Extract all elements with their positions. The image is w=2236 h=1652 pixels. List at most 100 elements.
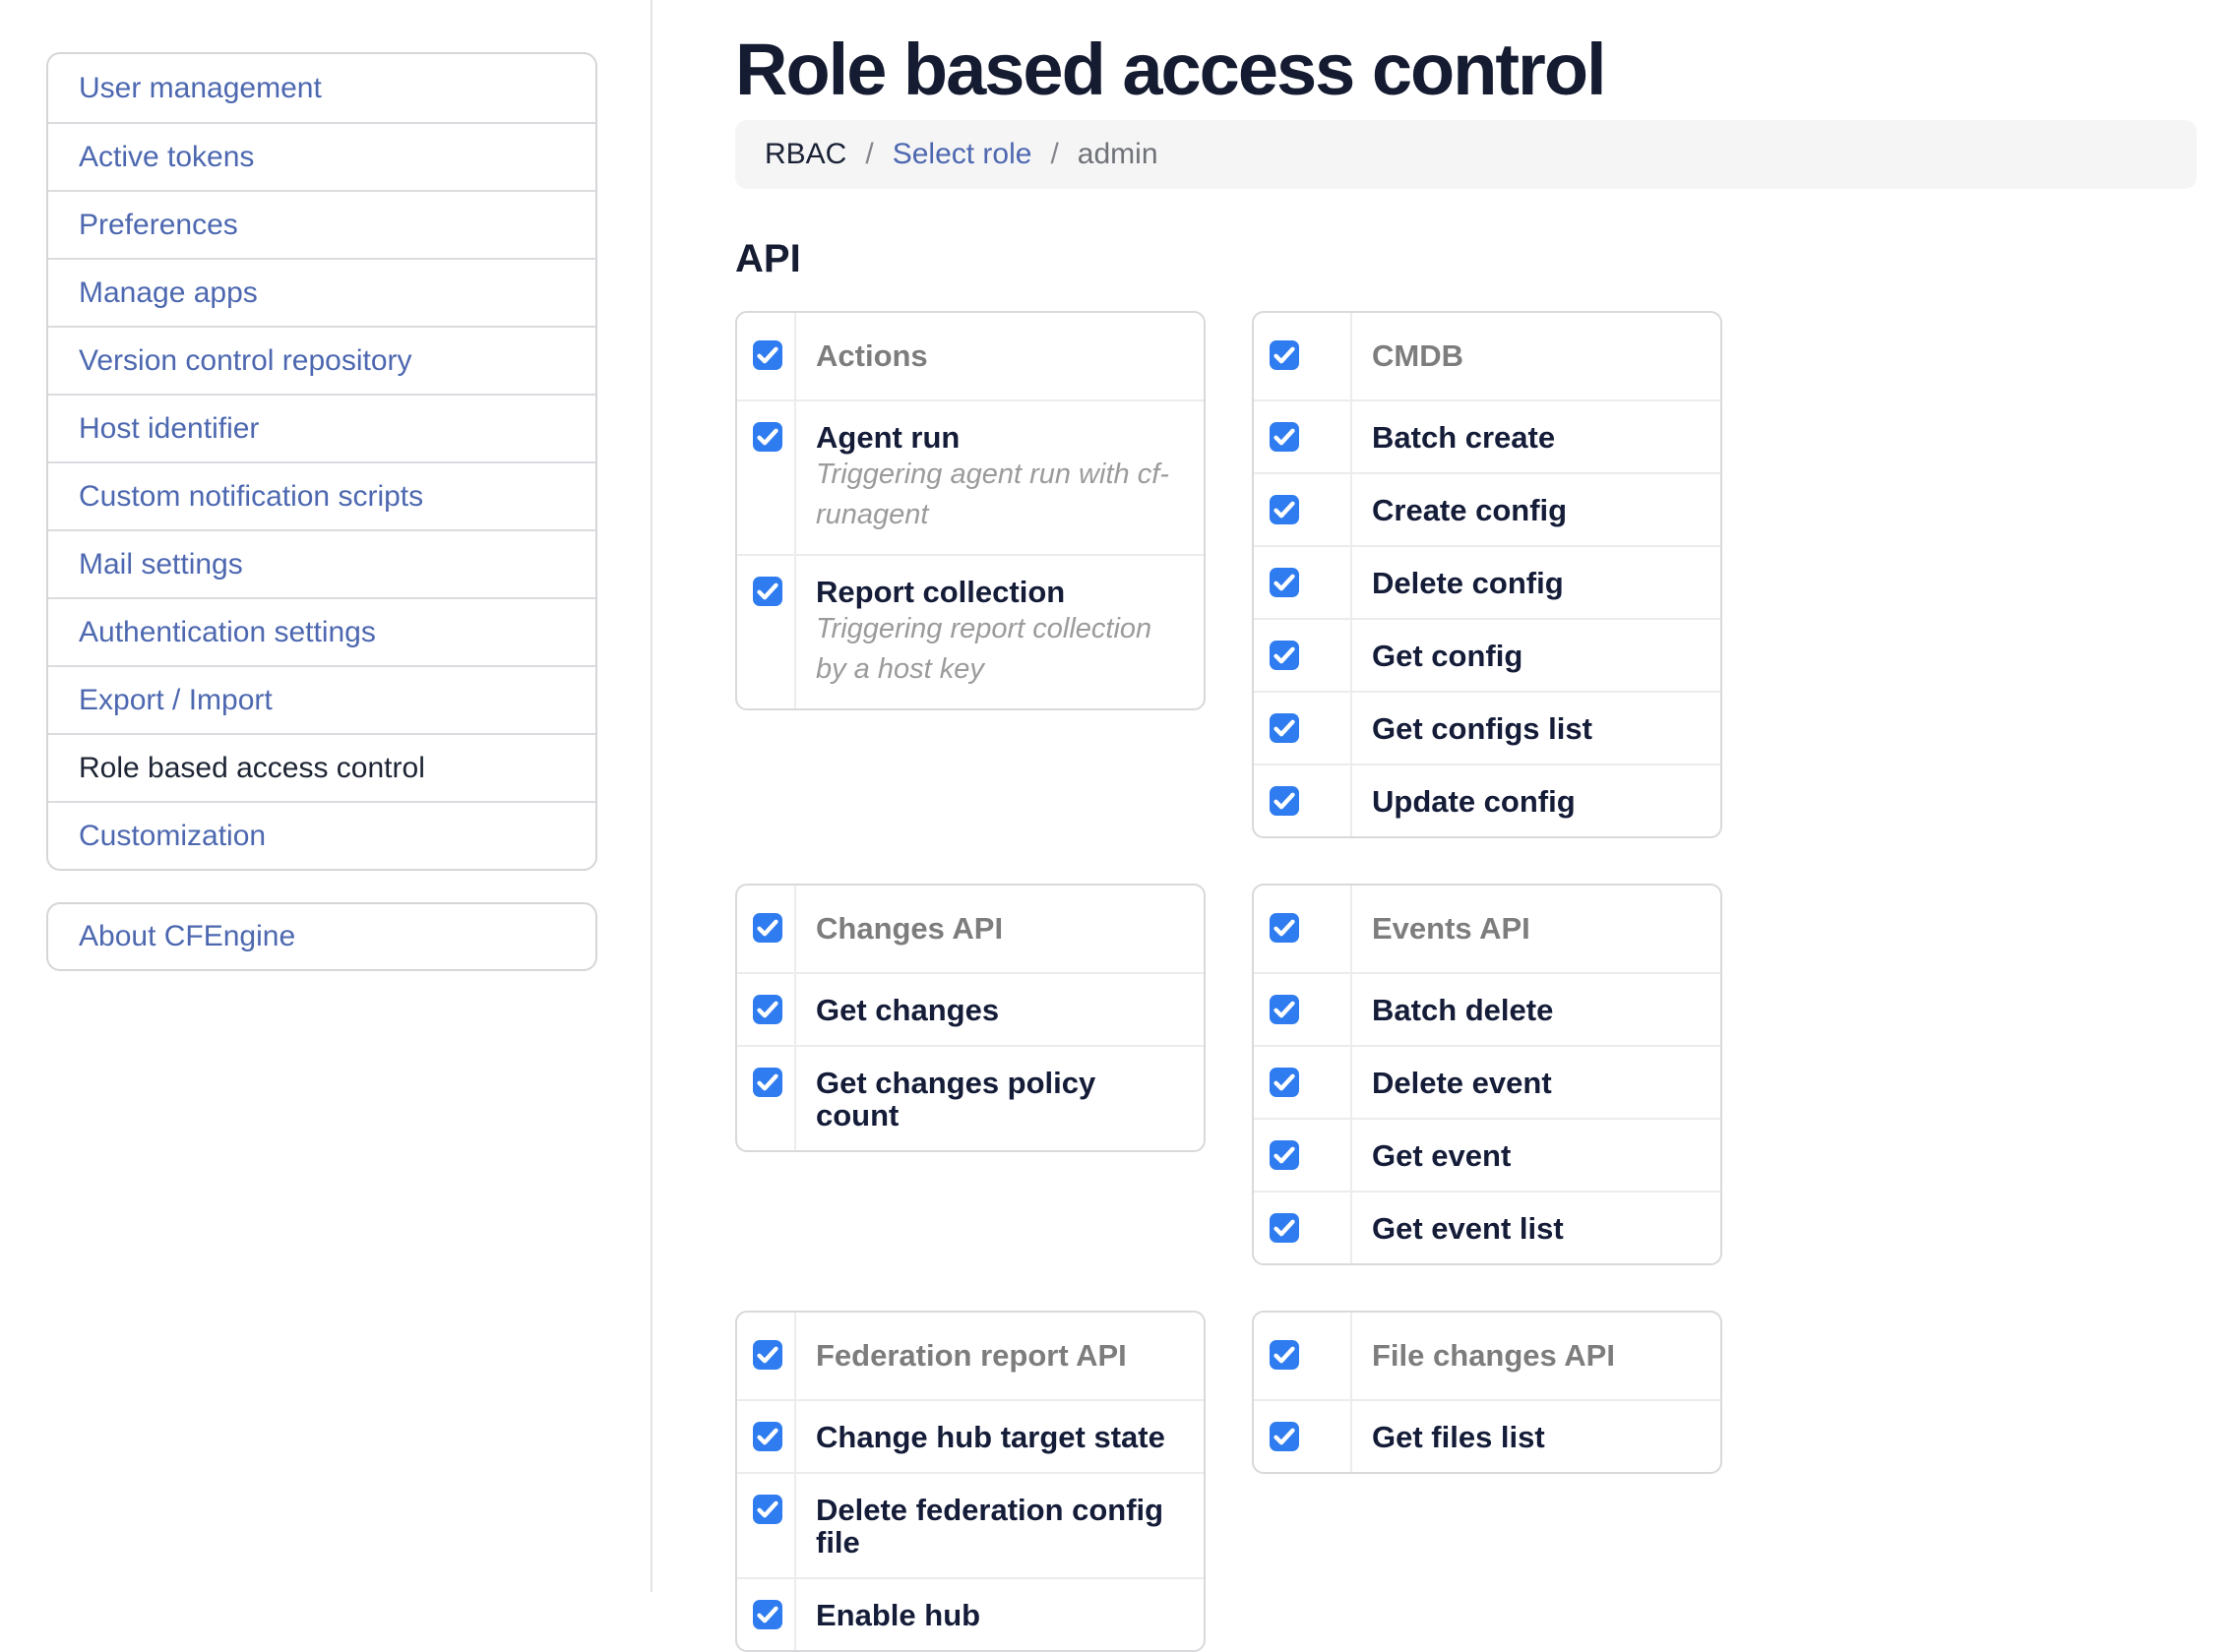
permission-label: Get files list [1372, 1420, 1545, 1454]
group-header-row: Events API [1254, 886, 1720, 972]
create-config-checkbox[interactable] [1270, 495, 1299, 524]
enable-hub-checkbox[interactable] [753, 1600, 782, 1629]
permission-description: Triggering report collection by a host k… [816, 613, 1152, 685]
permission-row: Update config [1254, 764, 1720, 836]
permission-label: Create config [1372, 493, 1568, 527]
permission-label: Get changes policy count [816, 1066, 1096, 1132]
permission-label-cell: Get files list [1352, 1401, 1720, 1472]
agent-run-checkbox[interactable] [753, 422, 782, 452]
sidebar-item-about-cfengine[interactable]: About CFEngine [79, 920, 296, 952]
get-config-checkbox[interactable] [1270, 641, 1299, 670]
permission-label: Delete config [1372, 566, 1564, 600]
group-actions-checkbox[interactable] [753, 340, 782, 370]
sidebar-item-user-management[interactable]: User management [79, 71, 322, 104]
permission-label: Agent run [816, 420, 961, 455]
settings-sidebar: User management Active tokens Preferences M… [46, 52, 597, 971]
delete-federation-config-file-checkbox[interactable] [753, 1495, 782, 1524]
group-title: File changes API [1372, 1338, 1615, 1373]
report-collection-checkbox[interactable] [753, 577, 782, 606]
sidebar-item-manage-apps[interactable]: Manage apps [48, 258, 595, 326]
permission-label-cell: Enable hub [796, 1579, 1204, 1650]
permission-label: Change hub target state [816, 1420, 1165, 1454]
sidebar-item-version-control-repository[interactable]: Version control repository [48, 326, 595, 394]
group-header-row: Changes API [737, 886, 1204, 972]
about-menu: About CFEngine [46, 902, 597, 971]
group-title-cell: File changes API [1352, 1313, 1720, 1399]
permission-label: Get config [1372, 639, 1523, 673]
permission-label-cell: Batch create [1352, 401, 1720, 472]
permission-row: Enable hub [737, 1577, 1204, 1650]
permission-checkbox-cell [1254, 474, 1352, 545]
permission-row: Get config [1254, 618, 1720, 691]
permission-row: Delete federation config file [737, 1472, 1204, 1577]
get-configs-list-checkbox[interactable] [1270, 713, 1299, 743]
permission-label-cell: Batch delete [1352, 974, 1720, 1045]
permission-checkbox-cell [1254, 1401, 1352, 1472]
sidebar-item-customization[interactable]: Customization [48, 801, 595, 869]
permission-label: Enable hub [816, 1598, 981, 1632]
sidebar-item-export-import[interactable]: Export / Import [48, 665, 595, 733]
group-title-cell: Events API [1352, 886, 1720, 972]
permission-checkbox-cell [737, 1047, 796, 1150]
permission-row: Get event [1254, 1118, 1720, 1191]
delete-config-checkbox[interactable] [1270, 568, 1299, 597]
sidebar-item-host-identifier[interactable]: Host identifier [48, 394, 595, 461]
api-permission-groups: Actions Agent run Triggering agent run wit… [735, 311, 2197, 1652]
sidebar-item-authentication-settings[interactable]: Authentication settings [48, 597, 595, 665]
permission-row: Delete config [1254, 545, 1720, 618]
sidebar-item-role-based-access-control[interactable]: Role based access control [48, 733, 595, 801]
permission-label: Get event [1372, 1138, 1512, 1173]
get-files-list-checkbox[interactable] [1270, 1422, 1299, 1451]
sidebar-item-preferences[interactable]: Preferences [48, 190, 595, 258]
permission-checkbox-cell [737, 1401, 796, 1472]
permission-label-cell: Get event [1352, 1120, 1720, 1191]
settings-menu: User management Active tokens Preferences M… [46, 52, 597, 871]
api-group-changes-api: Changes API Get changes Get changes policy… [735, 884, 1206, 1152]
group-title: Federation report API [816, 1338, 1127, 1373]
permission-label: Report collection [816, 575, 1066, 609]
rbac-main-content: Role based access control RBAC / Select ro… [735, 0, 2197, 1652]
page-title: Role based access control [735, 29, 1607, 110]
group-changes-api-checkbox[interactable] [753, 913, 782, 943]
get-event-list-checkbox[interactable] [1270, 1213, 1299, 1243]
permission-checkbox-cell [737, 401, 796, 554]
group-events-api-checkbox[interactable] [1270, 913, 1299, 943]
update-config-checkbox[interactable] [1270, 786, 1299, 816]
group-file-changes-api-checkbox[interactable] [1270, 1340, 1299, 1370]
permission-checkbox-cell [1254, 693, 1352, 764]
group-checkbox-cell [1254, 1313, 1352, 1399]
sidebar-item-custom-notification-scripts[interactable]: Custom notification scripts [48, 461, 595, 529]
delete-event-checkbox[interactable] [1270, 1068, 1299, 1097]
breadcrumb: RBAC / Select role / admin [735, 120, 2197, 189]
group-header-row: Federation report API [737, 1313, 1204, 1399]
permission-row: Get configs list [1254, 691, 1720, 764]
permission-checkbox-cell [1254, 620, 1352, 691]
sidebar-item-mail-settings[interactable]: Mail settings [48, 529, 595, 597]
batch-create-checkbox[interactable] [1270, 422, 1299, 452]
group-federation-report-api-checkbox[interactable] [753, 1340, 782, 1370]
group-checkbox-cell [1254, 886, 1352, 972]
get-changes-checkbox[interactable] [753, 995, 782, 1024]
group-checkbox-cell [1254, 313, 1352, 399]
batch-delete-checkbox[interactable] [1270, 995, 1299, 1024]
api-group-cmdb: CMDB Batch create Create config Delete conf… [1252, 311, 1722, 838]
breadcrumb-item-rbac: RBAC [765, 138, 847, 170]
breadcrumb-item-select-role[interactable]: Select role [892, 138, 1032, 170]
permission-label: Get changes [816, 993, 1000, 1027]
permission-label-cell: Delete federation config file [796, 1474, 1204, 1577]
api-group-file-changes-api: File changes API Get files list [1252, 1311, 1722, 1474]
permission-row: Get changes [737, 972, 1204, 1045]
breadcrumb-item-admin: admin [1077, 138, 1158, 170]
group-cmdb-checkbox[interactable] [1270, 340, 1299, 370]
sidebar-item-active-tokens[interactable]: Active tokens [48, 122, 595, 190]
permission-row: Get event list [1254, 1191, 1720, 1263]
permission-checkbox-cell [1254, 765, 1352, 836]
permission-label-cell: Get configs list [1352, 693, 1720, 764]
group-title: Actions [816, 338, 928, 373]
get-event-checkbox[interactable] [1270, 1140, 1299, 1170]
get-changes-policy-count-checkbox[interactable] [753, 1068, 782, 1097]
permission-label-cell: Get changes policy count [796, 1047, 1204, 1150]
group-header-row: Actions [737, 313, 1204, 399]
change-hub-target-state-checkbox[interactable] [753, 1422, 782, 1451]
permission-label-cell: Get changes [796, 974, 1204, 1045]
